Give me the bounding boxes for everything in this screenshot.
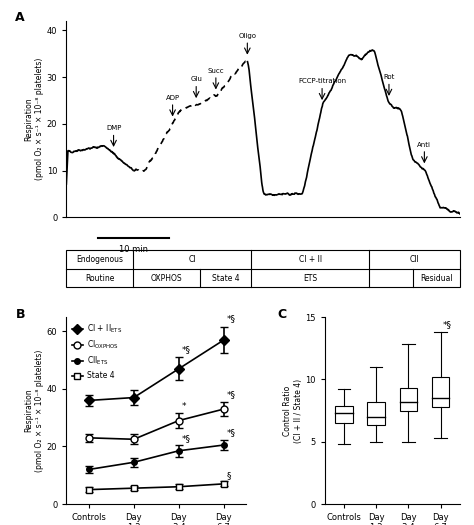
Text: DMP: DMP [106,125,121,131]
Bar [335,405,353,423]
Text: C: C [278,308,287,321]
Text: *§: *§ [227,428,236,437]
Text: *§: *§ [182,434,191,443]
Text: Routine: Routine [85,274,115,282]
Text: 10 min: 10 min [119,245,148,255]
Text: FCCP-titration: FCCP-titration [298,78,346,85]
Text: *: * [182,402,186,411]
Bar [367,402,385,425]
Bar [432,377,449,407]
Text: ETS: ETS [303,274,317,282]
Text: Anti: Anti [418,142,431,148]
Text: Succ: Succ [208,68,224,74]
Text: *§: *§ [182,345,191,354]
Text: B: B [16,308,26,321]
Text: Rot: Rot [383,74,395,80]
Text: Endogenous: Endogenous [76,255,123,264]
Text: Residual: Residual [420,274,453,282]
Text: *§: *§ [227,391,236,400]
Y-axis label: Respiration
(pmol O₂ × s⁻¹ × 10⁻⁸ platelets): Respiration (pmol O₂ × s⁻¹ × 10⁻⁸ platel… [25,58,44,181]
Text: Oligo: Oligo [238,33,256,39]
Text: Glu: Glu [190,76,202,82]
Text: CII: CII [410,255,419,264]
Legend: CI + II$_{\mathrm{ETS}}$, CI$_{\mathrm{OXPHOS}}$, CII$_{\mathrm{ETS}}$, State 4: CI + II$_{\mathrm{ETS}}$, CI$_{\mathrm{O… [70,321,124,382]
Text: OXPHOS: OXPHOS [151,274,182,282]
Text: State 4: State 4 [212,274,239,282]
Text: *§: *§ [227,314,236,323]
Bar [66,250,460,288]
Bar [400,388,417,411]
Y-axis label: Control Ratio
(CI + II / State 4): Control Ratio (CI + II / State 4) [283,379,302,443]
Text: CI: CI [189,255,196,264]
Text: ADP: ADP [165,94,180,101]
Text: *§: *§ [443,320,452,330]
Text: A: A [15,11,25,24]
Y-axis label: Respiration
(pmol O₂ × s⁻¹ × 10⁻⁸ platelets): Respiration (pmol O₂ × s⁻¹ × 10⁻⁸ platel… [25,349,44,471]
Text: §: § [227,471,231,480]
Text: CI + II: CI + II [299,255,322,264]
